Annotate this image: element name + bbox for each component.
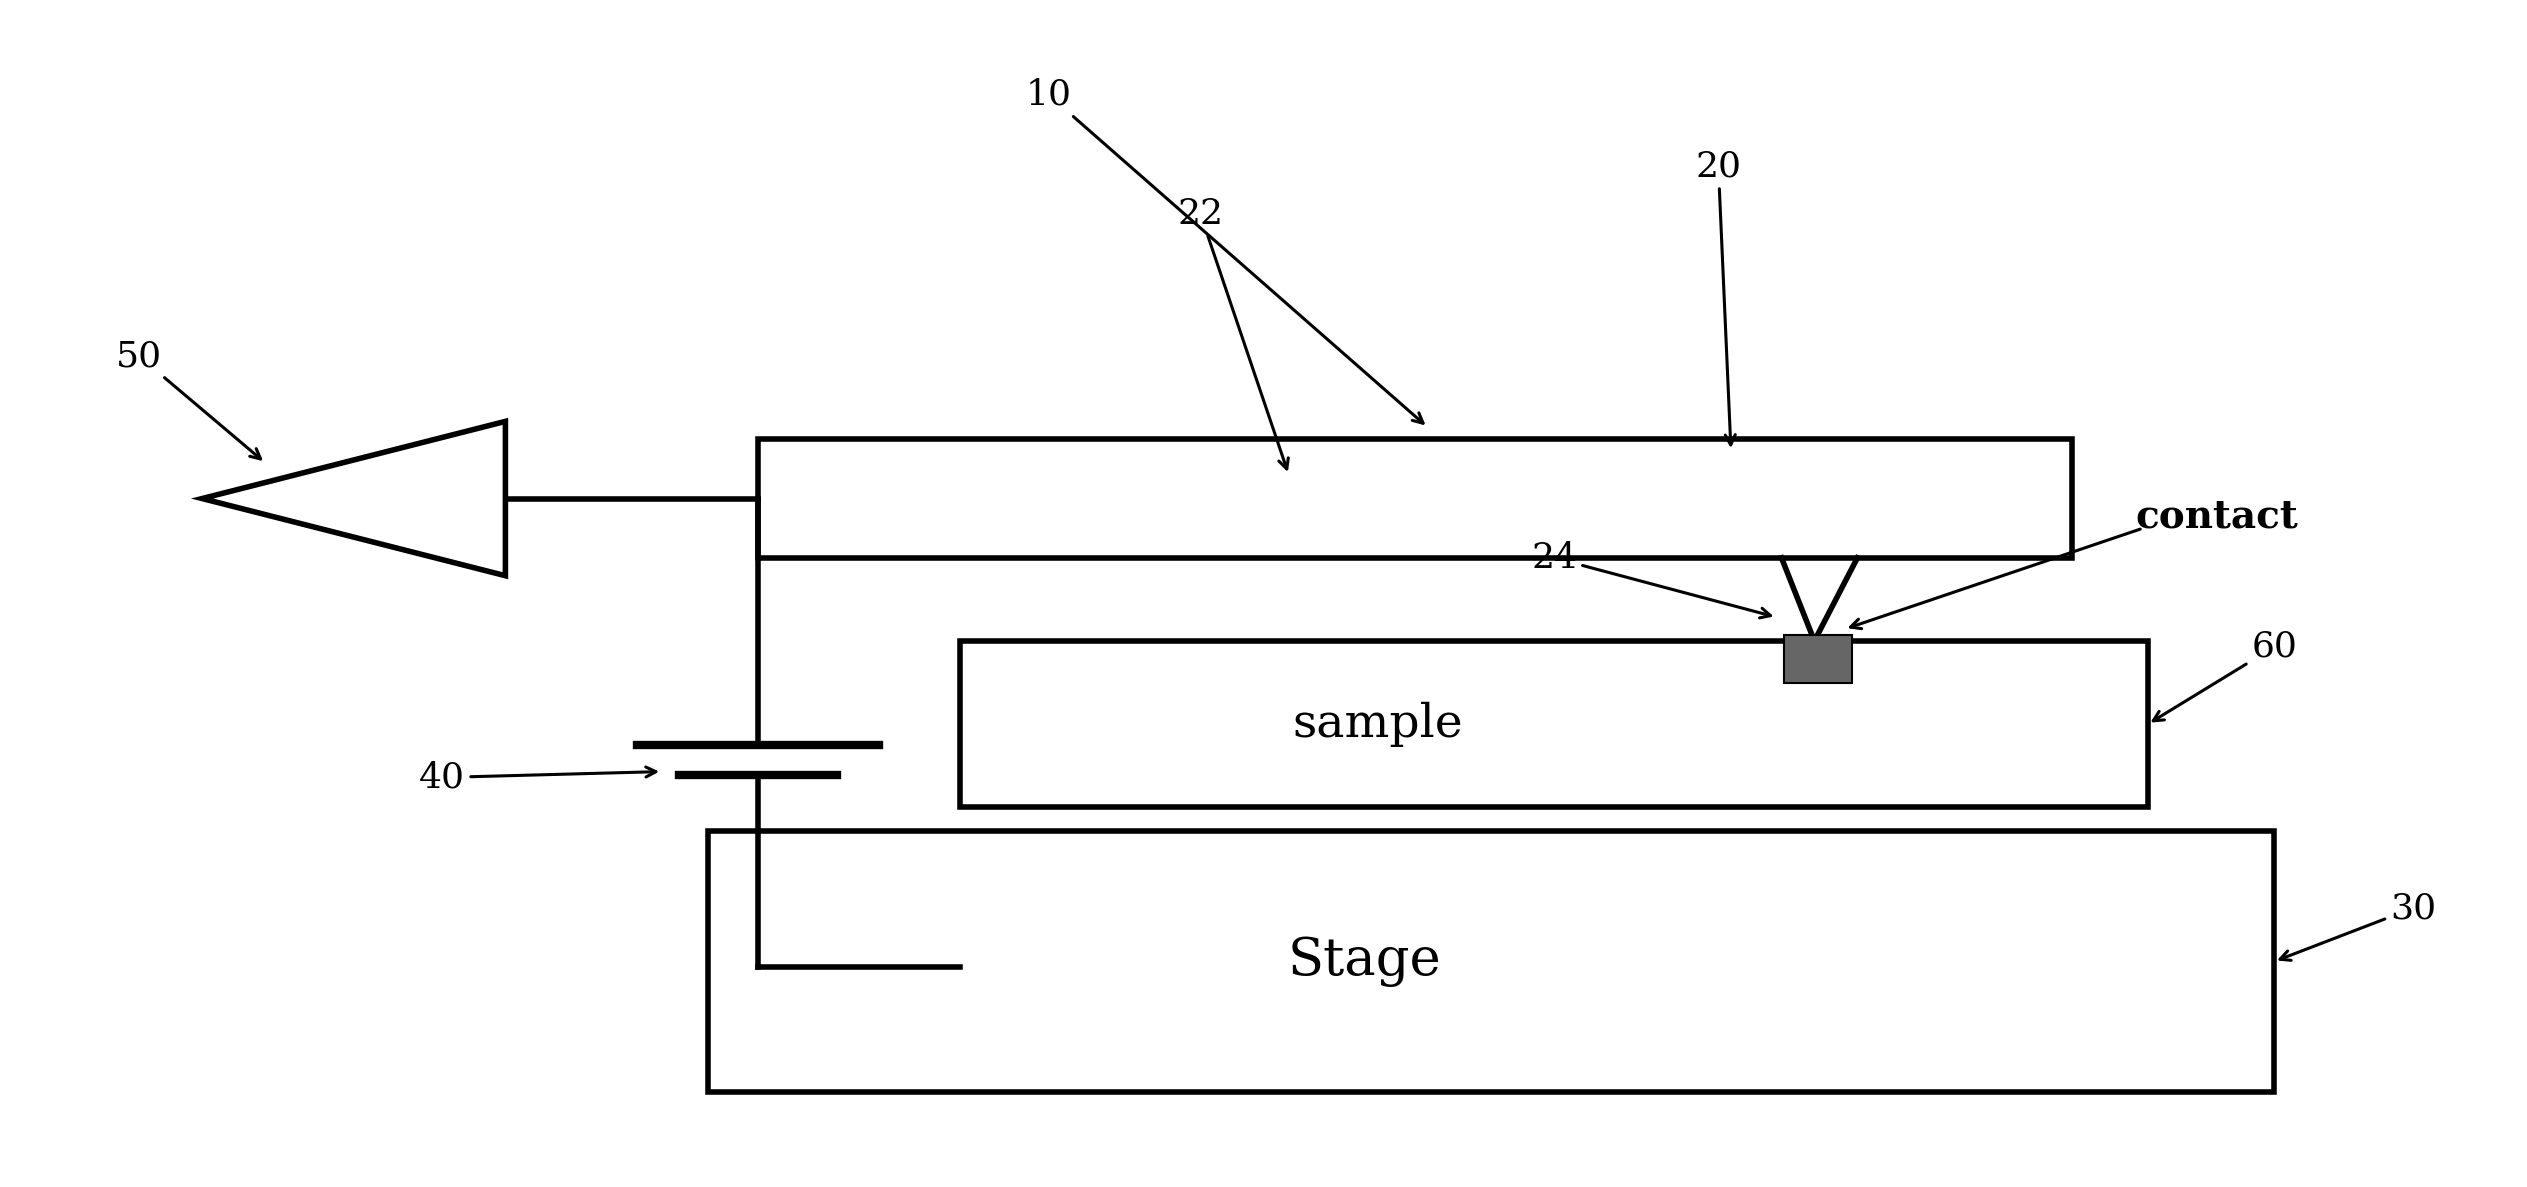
Polygon shape [202, 421, 505, 576]
Bar [758, 439, 2072, 558]
Text: 30: 30 [2279, 891, 2436, 960]
Text: 50: 50 [116, 339, 260, 459]
Text: Stage: Stage [1289, 937, 1440, 986]
Bar [708, 831, 2274, 1092]
Text: contact: contact [2135, 497, 2297, 535]
Text: 10: 10 [1026, 78, 1423, 424]
Bar [1784, 635, 1852, 683]
Text: 20: 20 [1696, 150, 1741, 445]
Bar [960, 641, 2148, 807]
Text: 24: 24 [1531, 541, 1771, 618]
Text: 40: 40 [419, 761, 657, 794]
Text: sample: sample [1291, 702, 1463, 747]
Text: 60: 60 [2153, 630, 2297, 721]
Text: 22: 22 [1178, 197, 1289, 469]
